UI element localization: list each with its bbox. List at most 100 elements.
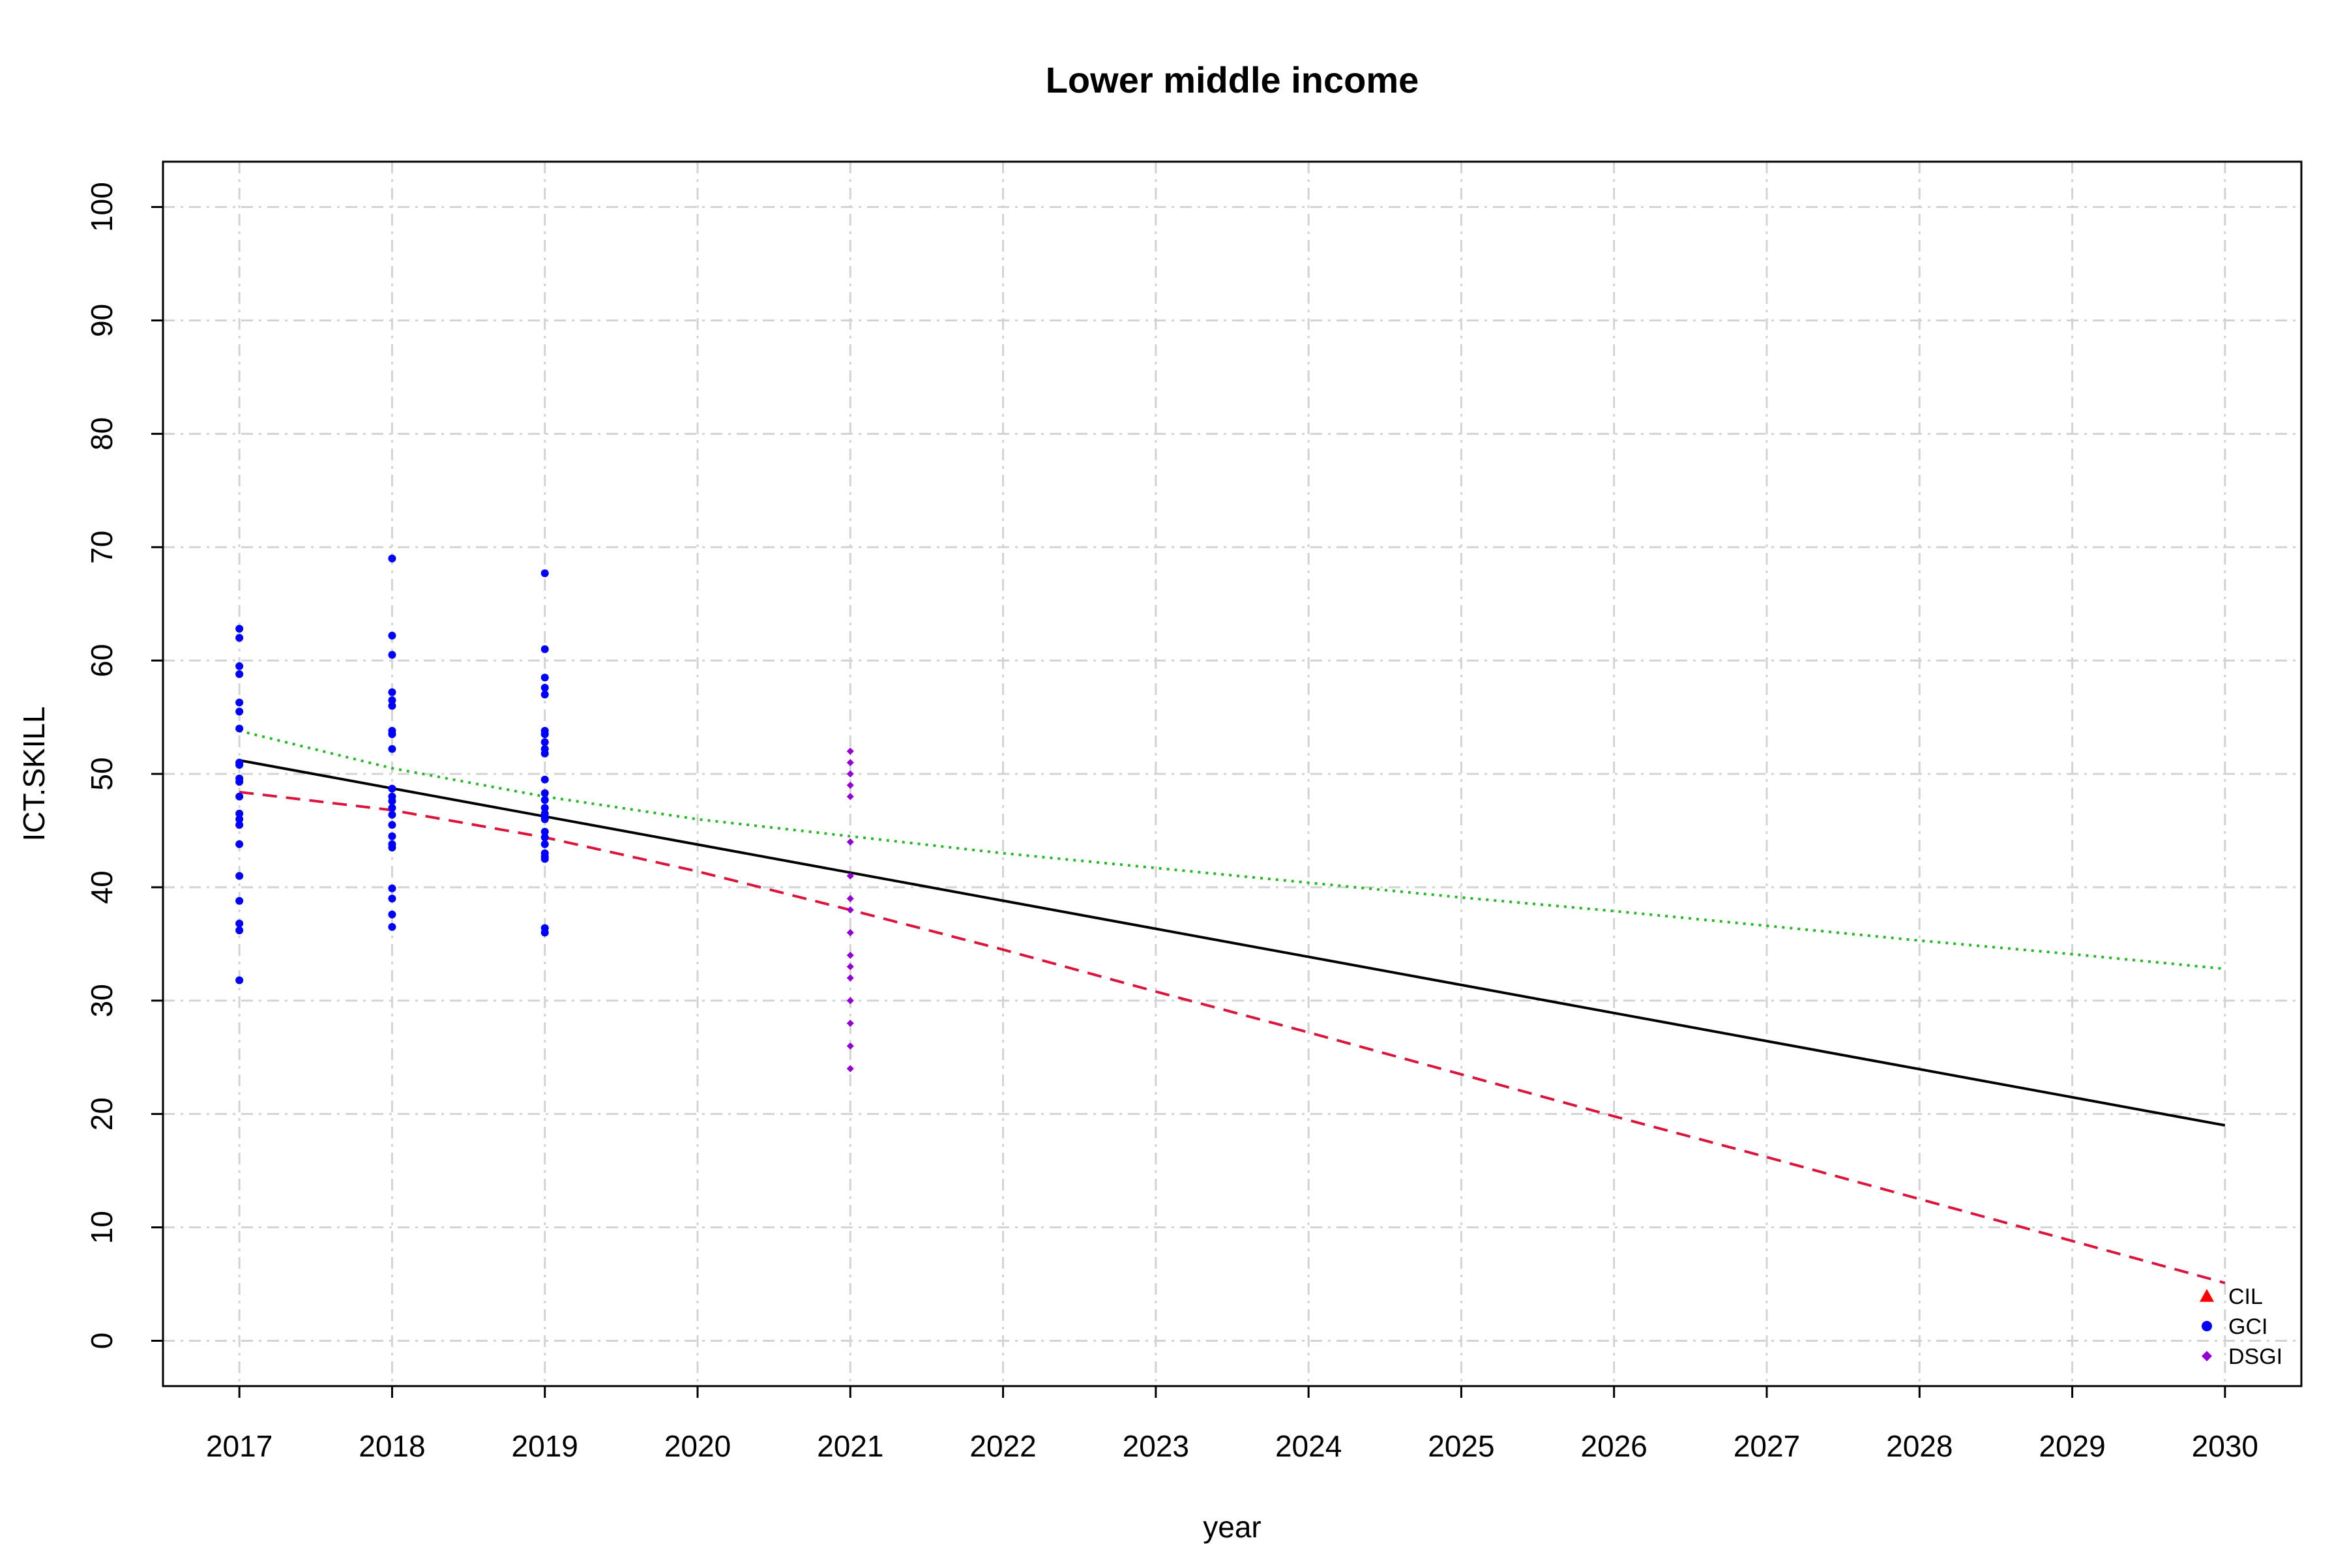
dsgi-point [846, 759, 854, 767]
dsgi-point [846, 793, 854, 801]
gci-point [388, 784, 396, 793]
gci-point [388, 832, 396, 840]
dsgi-point [846, 963, 854, 971]
gci-point [235, 815, 244, 823]
x-tick-label-2018: 2018 [359, 1429, 425, 1463]
gci-point [235, 896, 244, 905]
gci-point [235, 670, 244, 678]
gci-point [540, 815, 549, 823]
y-tick-label-40: 40 [85, 870, 119, 904]
x-axis-label: year [1203, 1510, 1261, 1544]
gci-point [235, 724, 244, 733]
gci-point [540, 738, 549, 747]
legend-marker-cil [2200, 1289, 2214, 1302]
y-tick-label-70: 70 [85, 531, 119, 564]
gci-point [388, 554, 396, 563]
gci-point [540, 775, 549, 784]
gci-point [235, 976, 244, 984]
trend-line-dashed [239, 790, 2226, 1284]
x-tick-label-2023: 2023 [1123, 1429, 1189, 1463]
gci-point [388, 923, 396, 931]
gci-point [540, 833, 549, 842]
gci-point [235, 840, 244, 848]
gci-point [235, 698, 244, 707]
dsgi-point [846, 997, 854, 1005]
dsgi-point [846, 906, 854, 914]
legend-label-cil: CIL [2228, 1284, 2263, 1309]
y-tick-label-0: 0 [85, 1333, 119, 1350]
gci-point [540, 928, 549, 937]
trend-line-dotted [239, 729, 2226, 971]
gci-point [540, 840, 549, 848]
gci-point [540, 855, 549, 863]
x-tick-label-2026: 2026 [1581, 1429, 1647, 1463]
y-tick-label-20: 20 [85, 1097, 119, 1131]
y-tick-label-30: 30 [85, 984, 119, 1017]
x-tick-label-2022: 2022 [969, 1429, 1036, 1463]
x-axis-ticks: 2017 2018 2019 2020 2021 2022 2023 2024 2025 2026… [206, 1386, 2258, 1463]
gci-point [235, 761, 244, 769]
gci-point [388, 696, 396, 704]
gci-point [235, 625, 244, 633]
gci-point [235, 662, 244, 670]
gci-point [388, 797, 396, 805]
x-tick-label-2024: 2024 [1275, 1429, 1342, 1463]
gci-point [540, 673, 549, 682]
x-tick-label-2019: 2019 [512, 1429, 578, 1463]
gci-point [540, 683, 549, 692]
x-tick-label-2030: 2030 [2192, 1429, 2258, 1463]
gci-point [235, 821, 244, 829]
gci-point [235, 919, 244, 928]
legend-label-dsgi: DSGI [2228, 1344, 2282, 1369]
y-axis-ticks: 0 10 20 30 40 50 60 70 80 90 100 [85, 182, 163, 1349]
legend-label-gci: GCI [2228, 1314, 2267, 1339]
gci-point [388, 745, 396, 753]
legend: CIL GCI DSGI [2200, 1284, 2282, 1369]
x-tick-label-2029: 2029 [2039, 1429, 2105, 1463]
dsgi-point [846, 1020, 854, 1028]
dsgi-point [846, 928, 854, 936]
y-tick-label-90: 90 [85, 304, 119, 337]
y-tick-label-100: 100 [85, 182, 119, 232]
gci-point [540, 804, 549, 812]
gci-point [388, 730, 396, 739]
dsgi-point [846, 1065, 854, 1072]
legend-marker-dsgi [2202, 1351, 2212, 1361]
dsgi-point [846, 1042, 854, 1050]
gci-point [388, 910, 396, 919]
gci-point [540, 795, 549, 804]
gci-point [235, 707, 244, 716]
dsgi-point [846, 951, 854, 959]
dsgi-point [846, 781, 854, 789]
y-axis-label: ICT.SKILL [17, 706, 51, 841]
gci-point [540, 789, 549, 797]
dsgi-point [846, 747, 854, 755]
trend-line-solid [239, 759, 2226, 1127]
gci-point [540, 690, 549, 699]
gci-point [540, 827, 549, 836]
gci-point [388, 884, 396, 893]
gci-point [235, 634, 244, 642]
gci-point [388, 895, 396, 903]
gci-point [540, 569, 549, 578]
y-tick-label-80: 80 [85, 417, 119, 451]
gci-point [235, 778, 244, 786]
gci-point [235, 926, 244, 934]
dsgi-point [846, 895, 854, 902]
gci-point [388, 702, 396, 710]
gci-point [540, 645, 549, 653]
gci-point [540, 730, 549, 739]
gci-point [388, 810, 396, 819]
legend-marker-gci [2202, 1321, 2212, 1331]
data-points [235, 554, 854, 1072]
y-tick-label-50: 50 [85, 757, 119, 790]
gci-point [388, 651, 396, 659]
gci-point [388, 821, 396, 829]
y-tick-label-60: 60 [85, 644, 119, 677]
gci-point [540, 749, 549, 758]
x-tick-label-2028: 2028 [1886, 1429, 1953, 1463]
dsgi-point [846, 872, 854, 880]
gci-point [388, 688, 396, 696]
dsgi-point [846, 770, 854, 778]
